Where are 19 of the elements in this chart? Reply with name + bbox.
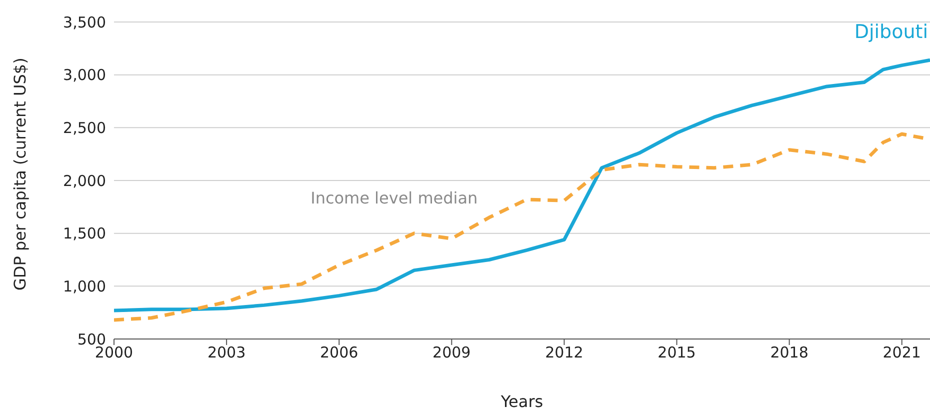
y-tick-label: 1,000 — [63, 277, 106, 296]
x-tick-label: 2012 — [545, 344, 584, 362]
x-tick-label: 2006 — [320, 344, 358, 362]
y-tick-label: 3,500 — [63, 13, 106, 32]
x-tick-label: 2021 — [882, 344, 921, 362]
y-axis-title: GDP per capita (current US$) — [10, 58, 30, 290]
line-series — [114, 58, 930, 312]
x-tick-label: 2009 — [432, 344, 471, 362]
x-tick-label: 2015 — [658, 344, 696, 362]
x-tick-label: 2018 — [770, 344, 808, 362]
x-tick-label: 2000 — [94, 344, 134, 362]
y-tick-label: 2,500 — [63, 118, 106, 137]
y-tick-label: 2,000 — [63, 172, 106, 190]
series-label: Income level median — [310, 188, 478, 208]
x-tick-label: 2003 — [207, 344, 246, 362]
y-tick-label: 1,500 — [63, 224, 106, 243]
series-label: Djibouti — [854, 21, 928, 44]
y-tick-label: 3,000 — [63, 66, 106, 84]
x-axis-title: Years — [500, 392, 544, 411]
